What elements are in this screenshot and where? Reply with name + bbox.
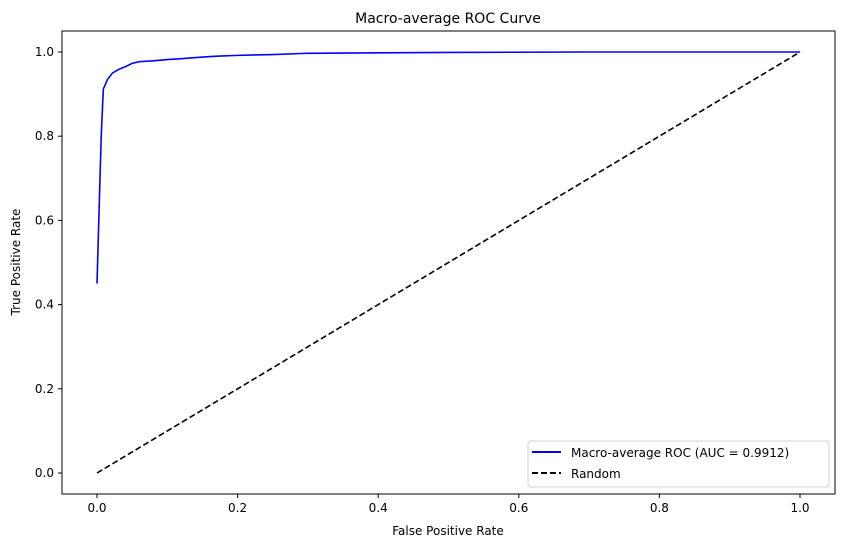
y-tick-label: 0.6 (35, 213, 54, 227)
y-axis-label: True Positive Rate (9, 209, 23, 317)
x-tick-label: 0.2 (228, 501, 247, 515)
legend-label-random: Random (571, 467, 621, 481)
legend: Macro-average ROC (AUC = 0.9912) Random (527, 440, 830, 488)
y-tick-label: 0.0 (35, 466, 54, 480)
x-tick-label: 0.0 (87, 501, 106, 515)
legend-label-roc: Macro-average ROC (AUC = 0.9912) (571, 446, 789, 460)
x-tick-label: 0.6 (509, 501, 528, 515)
y-tick-label: 0.2 (35, 382, 54, 396)
x-tick-label: 1.0 (790, 501, 809, 515)
plot-frame (61, 30, 836, 495)
x-tick-label: 0.4 (369, 501, 388, 515)
random-baseline-line (96, 51, 801, 474)
x-axis-label: False Positive Rate (392, 524, 504, 538)
roc-curve-line (96, 51, 800, 284)
chart-title: Macro-average ROC Curve (355, 11, 541, 27)
x-tick-label: 0.8 (650, 501, 669, 515)
y-tick-label: 0.4 (35, 298, 54, 312)
y-tick-label: 0.8 (35, 129, 54, 143)
y-tick-label: 1.0 (35, 45, 54, 59)
